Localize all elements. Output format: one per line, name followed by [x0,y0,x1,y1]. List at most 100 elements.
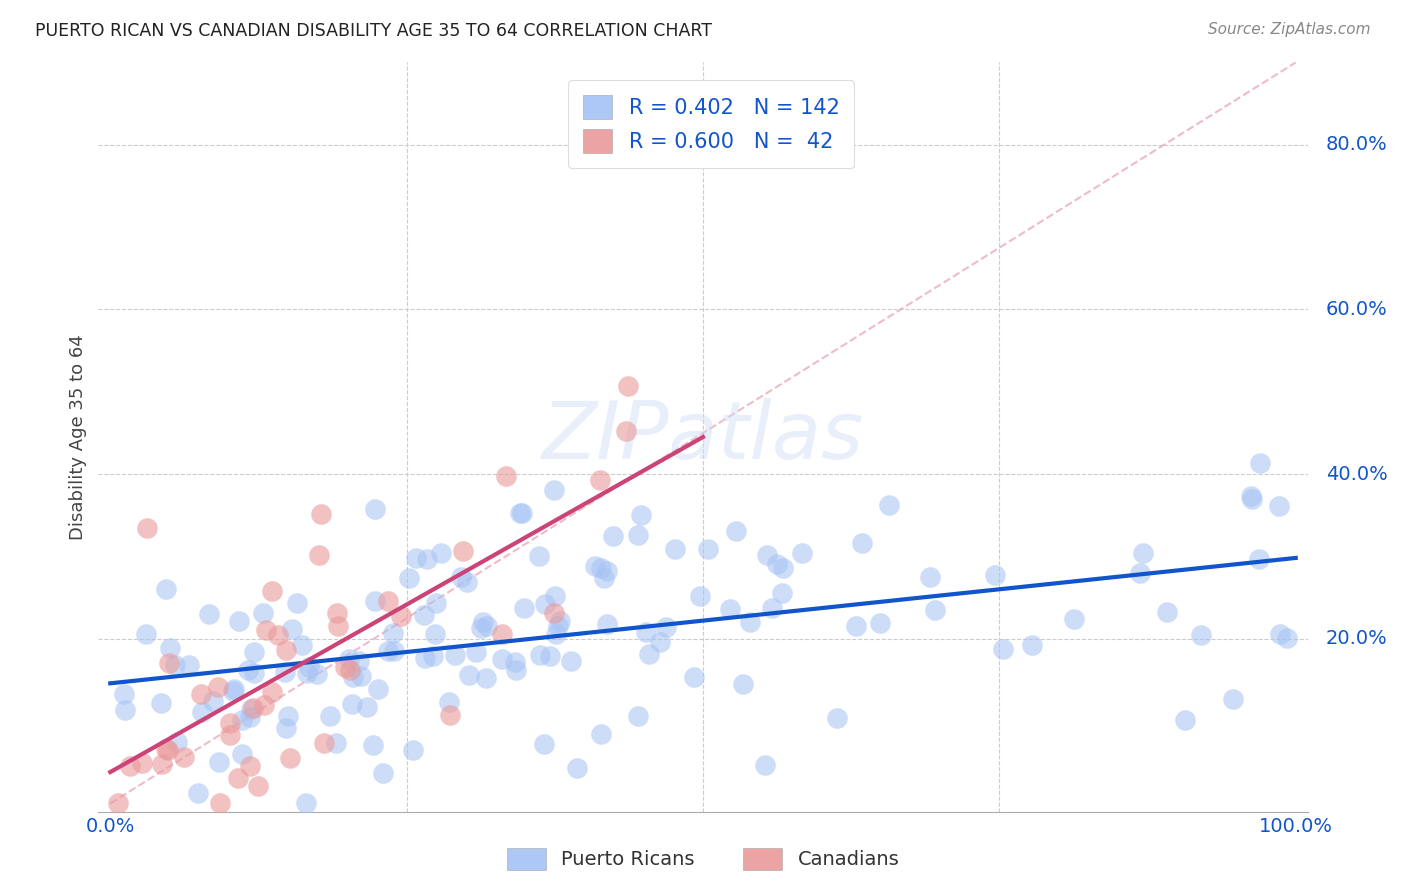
Point [335,660,357,674]
Point [475,671,498,685]
Point [589,727,612,741]
Point [754,758,776,772]
Point [655,620,678,634]
Point [314,736,336,750]
Point [472,615,495,629]
Point [583,559,606,574]
Point [477,619,499,633]
Point [596,616,619,631]
Point [495,468,517,483]
Point [218,728,240,742]
Point [291,638,314,652]
Point [664,541,686,556]
Point [503,655,526,669]
Point [325,607,347,621]
Point [1268,627,1291,641]
Point [239,710,262,724]
Point [135,521,157,535]
Point [1222,691,1244,706]
Point [252,698,274,712]
Point [1249,551,1271,566]
Point [589,560,612,574]
Point [187,786,209,800]
Point [718,602,741,616]
Point [107,797,129,811]
Point [724,524,747,538]
Point [363,594,385,608]
Point [159,640,181,655]
Point [1021,638,1043,652]
Point [513,600,536,615]
Point [274,643,297,657]
Point [319,709,342,723]
Point [155,582,177,596]
Point [247,779,270,793]
Point [425,596,447,610]
Point [325,736,347,750]
Point [772,561,794,575]
Point [297,665,319,680]
Point [281,622,304,636]
Text: 20.0%: 20.0% [1326,630,1388,648]
Point [636,624,658,639]
Point [381,625,404,640]
Point [444,648,467,663]
Point [377,593,399,607]
Point [1156,605,1178,619]
Point [543,483,565,497]
Point [150,696,173,710]
Point [242,700,264,714]
Point [595,564,617,578]
Point [422,648,444,663]
Point [731,677,754,691]
Point [617,379,640,393]
Point [173,750,195,764]
Point [155,741,177,756]
Text: 40.0%: 40.0% [1326,465,1388,483]
Point [683,670,706,684]
Point [308,548,330,562]
Point [243,644,266,658]
Point [367,681,389,696]
Point [1277,632,1299,646]
Point [131,756,153,771]
Point [453,544,475,558]
Point [191,706,214,720]
Point [298,660,321,674]
Point [274,721,297,735]
Point [305,666,328,681]
Point [166,735,188,749]
Point [534,597,557,611]
Point [766,557,789,571]
Point [349,654,371,668]
Point [593,571,616,585]
Point [845,619,868,633]
Point [243,666,266,681]
Point [456,575,478,590]
Point [208,755,231,769]
Point [1063,612,1085,626]
Point [231,713,253,727]
Point [548,615,571,629]
Point [560,654,582,668]
Point [238,663,260,677]
Point [602,529,624,543]
Point [157,656,180,670]
Point [222,683,245,698]
Point [326,619,349,633]
Point [567,761,589,775]
Point [630,508,652,522]
Point [450,570,472,584]
Point [761,601,783,615]
Point [696,541,718,556]
Point [993,642,1015,657]
Point [294,797,316,811]
Point [1241,491,1264,506]
Point [371,765,394,780]
Point [851,536,873,550]
Point [1132,545,1154,559]
Point [1268,499,1291,513]
Point [543,589,565,603]
Point [363,738,385,752]
Point [309,507,332,521]
